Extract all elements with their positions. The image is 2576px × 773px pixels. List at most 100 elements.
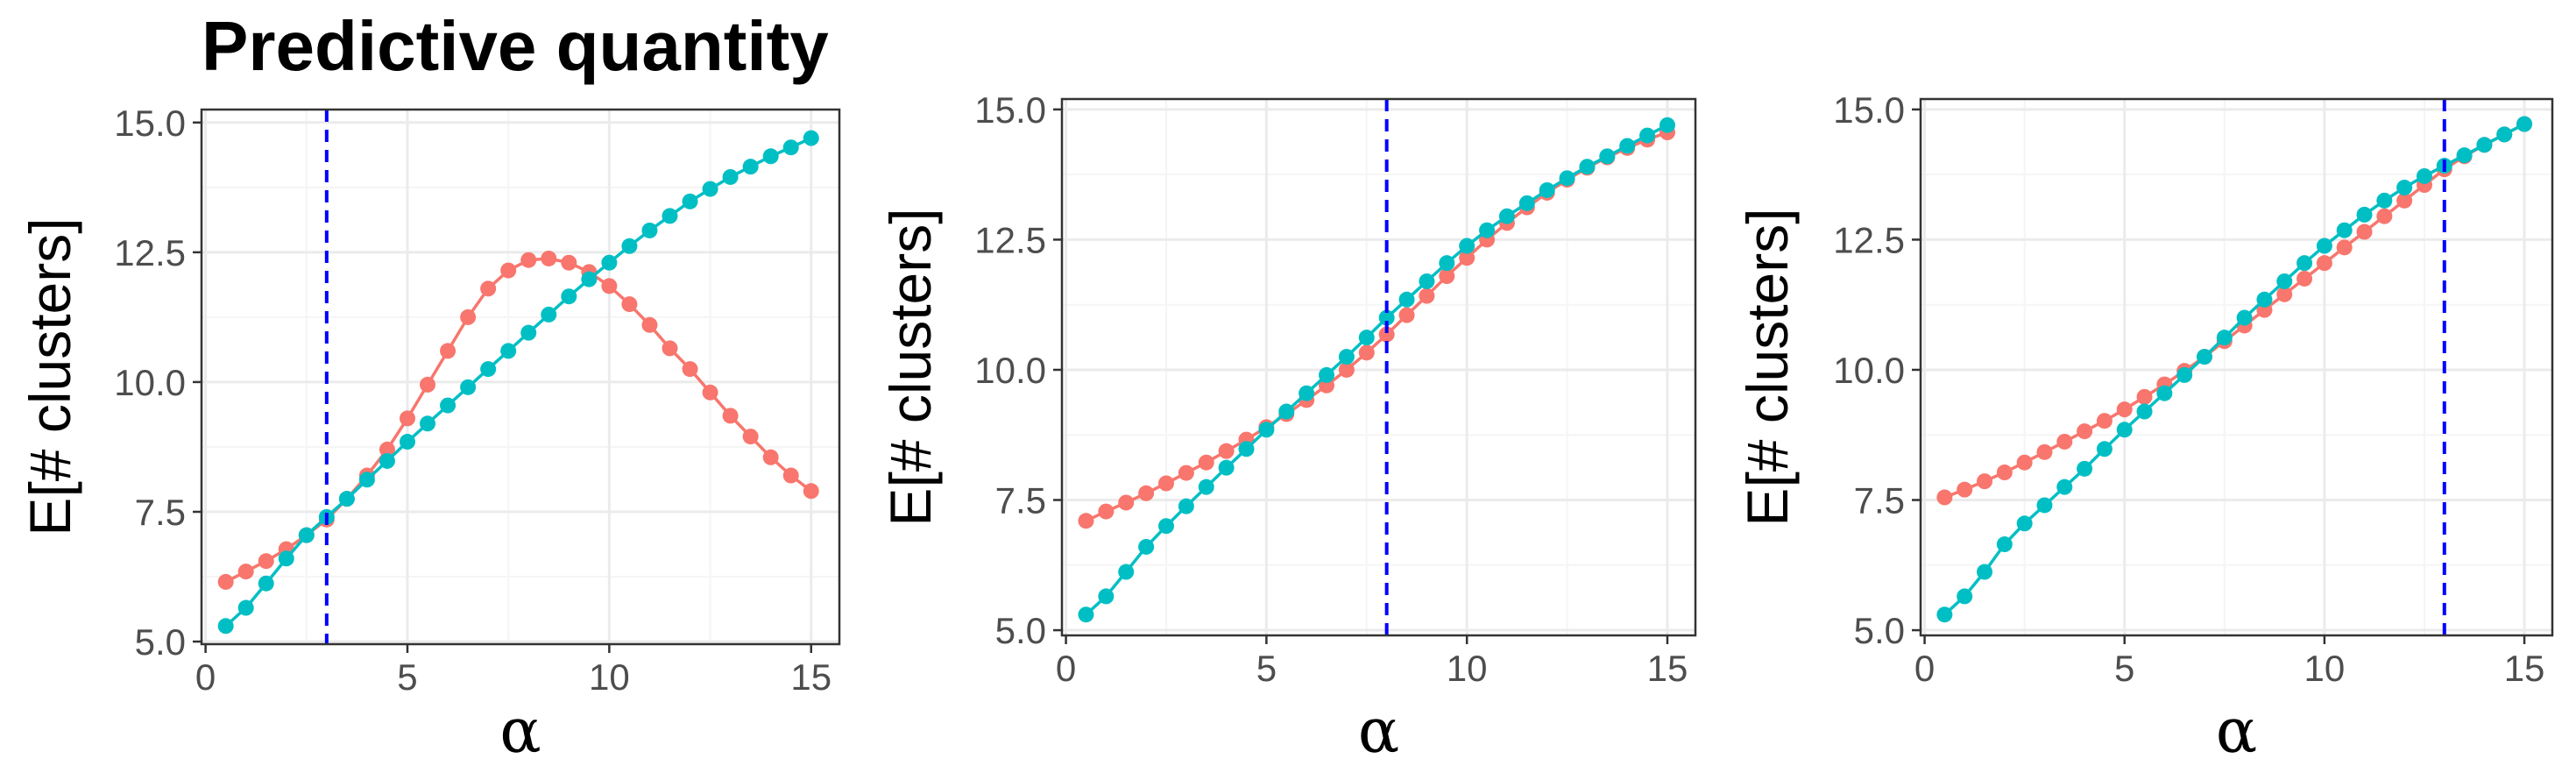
data-point — [2336, 239, 2353, 256]
y-tick-label: 10.0 — [114, 362, 186, 403]
data-point — [1619, 138, 1636, 154]
data-point — [2356, 223, 2373, 240]
y-tick-label: 7.5 — [135, 492, 186, 533]
data-point — [782, 139, 799, 156]
data-point — [541, 306, 557, 323]
x-tick-label: 10 — [2304, 648, 2346, 689]
data-point — [500, 262, 517, 279]
data-point — [1936, 489, 1953, 506]
data-point — [621, 238, 638, 254]
figure-title: Predictive quantity — [202, 7, 829, 85]
data-point — [2416, 167, 2432, 184]
data-point — [662, 340, 678, 357]
data-point — [2316, 255, 2332, 272]
y-tick-label: 12.5 — [114, 232, 186, 273]
data-point — [1439, 268, 1455, 285]
x-tick-label: 10 — [589, 656, 630, 698]
data-point — [601, 254, 618, 271]
data-point — [420, 415, 436, 432]
data-point — [1957, 481, 1973, 498]
data-point — [1996, 536, 2013, 553]
data-point — [2356, 206, 2373, 223]
data-point — [1378, 326, 1395, 343]
data-point — [2096, 441, 2112, 457]
data-point — [1439, 255, 1455, 272]
x-tick-label: 0 — [1056, 648, 1076, 689]
data-point — [1178, 498, 1194, 514]
data-point — [2376, 192, 2393, 209]
data-point — [2276, 273, 2293, 289]
data-point — [2396, 180, 2413, 196]
data-point — [722, 408, 739, 424]
data-point — [440, 343, 456, 359]
data-point — [541, 250, 557, 266]
data-point — [1338, 361, 1355, 378]
data-point — [379, 441, 395, 457]
data-point — [1498, 208, 1515, 224]
data-point — [2296, 255, 2313, 272]
panel-border — [200, 108, 841, 646]
data-point — [2176, 366, 2193, 383]
data-point — [2456, 147, 2473, 164]
data-point — [742, 159, 759, 175]
data-point — [1358, 344, 1375, 361]
x-tick-label: 5 — [1256, 648, 1277, 689]
data-point — [2216, 330, 2233, 346]
panel-border — [1060, 97, 1697, 637]
x-axis-label: α — [499, 695, 541, 767]
data-point — [2136, 403, 2153, 420]
data-point — [1319, 366, 1335, 383]
data-point — [2396, 192, 2413, 209]
y-tick-label: 12.5 — [974, 219, 1046, 260]
data-point — [2196, 349, 2212, 365]
y-tick-label: 10.0 — [1833, 350, 1905, 391]
data-point — [2016, 454, 2033, 471]
data-point — [682, 361, 698, 378]
data-point — [1659, 117, 1675, 133]
x-tick-label: 10 — [1447, 648, 1488, 689]
data-point — [2276, 286, 2293, 302]
data-point — [762, 449, 779, 465]
data-point — [460, 308, 477, 325]
y-tick-label: 15.0 — [114, 103, 186, 144]
y-tick-label: 15.0 — [974, 89, 1046, 131]
y-tick-label: 5.0 — [995, 610, 1046, 651]
x-tick-label: 5 — [397, 656, 417, 698]
chart-panel-2: 5.0 7.5 10.0 12.5 15.0 0 5 10 15 α E[# clusters] — [878, 89, 1697, 767]
data-point — [1278, 403, 1295, 420]
y-tick-label: 7.5 — [1854, 480, 1905, 521]
data-point — [1419, 287, 1435, 304]
data-point — [1118, 564, 1135, 580]
panel-border — [1919, 97, 2554, 637]
x-tick-label: 5 — [2114, 648, 2134, 689]
data-point — [581, 271, 598, 287]
data-point — [1078, 513, 1094, 529]
x-tick-label: 15 — [1647, 648, 1688, 689]
data-point — [1559, 170, 1575, 187]
data-point — [2016, 515, 2033, 532]
data-point — [2036, 497, 2053, 514]
data-point — [2156, 385, 2173, 401]
data-point — [561, 288, 577, 305]
data-point — [480, 361, 497, 378]
x-tick-label: 0 — [195, 656, 216, 698]
y-tick-label: 7.5 — [995, 480, 1046, 521]
data-point — [1419, 273, 1435, 289]
data-point — [2056, 433, 2073, 450]
x-tick-label: 0 — [1914, 648, 1935, 689]
data-point — [2136, 388, 2153, 405]
y-tick-label: 12.5 — [1833, 219, 1905, 260]
data-point — [460, 379, 477, 395]
data-point — [399, 434, 415, 450]
data-point — [2516, 116, 2533, 132]
data-point — [803, 483, 819, 500]
data-point — [1539, 181, 1555, 198]
x-axis-label: α — [1358, 695, 1399, 767]
data-point — [338, 491, 355, 507]
data-point — [2496, 126, 2513, 143]
data-point — [520, 252, 537, 268]
data-point — [1218, 443, 1235, 459]
data-point — [742, 429, 759, 445]
data-point — [440, 397, 456, 414]
data-point — [2256, 291, 2273, 308]
